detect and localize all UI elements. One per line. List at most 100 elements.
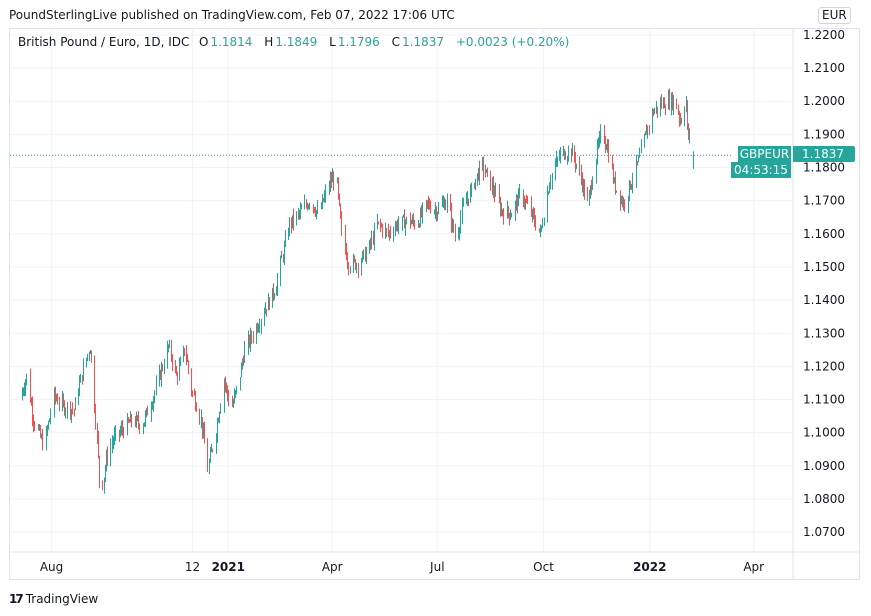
price-tick-label: 1.2200 (803, 28, 845, 42)
candle-body (460, 216, 461, 229)
candle-body (179, 365, 180, 378)
candle-body (672, 95, 673, 108)
candle-body (330, 179, 331, 187)
candle-body (680, 119, 681, 123)
candle-body (47, 428, 48, 430)
candle-body (234, 394, 235, 402)
candle-body (445, 204, 446, 210)
candle-body (510, 217, 511, 219)
candle-body (345, 229, 346, 250)
candle-body (64, 402, 65, 413)
candle-body (495, 190, 496, 197)
candle-body (338, 179, 339, 195)
candle-body (258, 327, 259, 331)
candle-body (168, 345, 169, 347)
candle-body (154, 392, 155, 398)
candle-body (281, 256, 282, 259)
candle-body (549, 184, 550, 193)
candle-body (623, 202, 624, 205)
candle-body (299, 212, 300, 214)
candle-body (144, 422, 145, 427)
candle-body (661, 102, 662, 106)
candle-body (687, 101, 688, 128)
currency-badge[interactable]: EUR (818, 7, 851, 24)
candle-body (211, 449, 212, 452)
candle-body (288, 233, 289, 238)
candle-body (137, 416, 138, 419)
candle-body (113, 440, 114, 444)
candle-body (499, 190, 500, 202)
candle-body (333, 176, 334, 183)
time-tick-label: Apr (743, 560, 764, 574)
time-tick-label: 12 (185, 560, 200, 574)
candle-body (216, 435, 217, 450)
tradingview-logo[interactable]: 17 TradingView (9, 592, 98, 606)
candle-body (493, 183, 494, 192)
low-label: L (329, 35, 336, 49)
candle-body (218, 420, 219, 422)
candle-body (689, 136, 690, 138)
candle-body (195, 394, 196, 408)
candle-body (568, 149, 569, 158)
candle-body (273, 287, 274, 296)
candle-body (102, 480, 103, 489)
candle-body (598, 142, 599, 145)
candle-body (620, 190, 621, 203)
candle-body (340, 204, 341, 218)
candle-body (186, 353, 187, 359)
candle-body (129, 421, 130, 423)
candle-body (487, 169, 488, 171)
candle-body (32, 404, 33, 419)
candle-body (91, 351, 92, 360)
candle-body (478, 173, 479, 180)
candle-body (414, 222, 415, 227)
candle-body (486, 169, 487, 173)
candle-body (436, 209, 437, 218)
tradingview-logo-icon: 17 (9, 592, 24, 606)
candle-body (62, 398, 63, 405)
candle-body (437, 212, 438, 218)
candle-body (130, 415, 131, 423)
candle-body (224, 380, 225, 407)
candle-body (684, 110, 685, 121)
candle-body (527, 202, 528, 204)
candle-body (159, 371, 160, 384)
candle-body (199, 411, 200, 422)
candle-body (269, 298, 270, 308)
candle-body (227, 387, 228, 396)
candle-body (40, 427, 41, 437)
candle-body (122, 427, 123, 431)
candle-body (99, 456, 100, 481)
candle-body (608, 146, 609, 161)
candle-body (579, 164, 580, 171)
candle-body (525, 200, 526, 204)
candle-body (475, 178, 476, 188)
candle-body (339, 194, 340, 205)
candle-body (531, 202, 532, 215)
candle-body (251, 333, 252, 338)
price-tick-label: 1.1600 (803, 227, 845, 241)
candle-body (411, 221, 412, 225)
candle-body (470, 189, 471, 202)
candle-body (388, 230, 389, 234)
candle-body (324, 195, 325, 201)
candle-body (428, 201, 429, 203)
candle-body (547, 193, 548, 221)
candle-body (555, 164, 556, 175)
candle-body (48, 421, 49, 429)
candle-body (363, 250, 364, 253)
price-tick-label: 1.1500 (803, 260, 845, 274)
candle-body (346, 249, 347, 260)
candle-body (289, 219, 290, 234)
time-tick-label: 2022 (633, 560, 666, 574)
candle-body (136, 416, 137, 425)
candle-body (444, 202, 445, 210)
candle-body (31, 401, 32, 405)
candle-body (325, 190, 326, 196)
candle-body (631, 185, 632, 189)
candle-body (24, 389, 25, 392)
candle-body (656, 106, 657, 111)
candle-body (167, 346, 168, 367)
candle-body (249, 337, 250, 345)
